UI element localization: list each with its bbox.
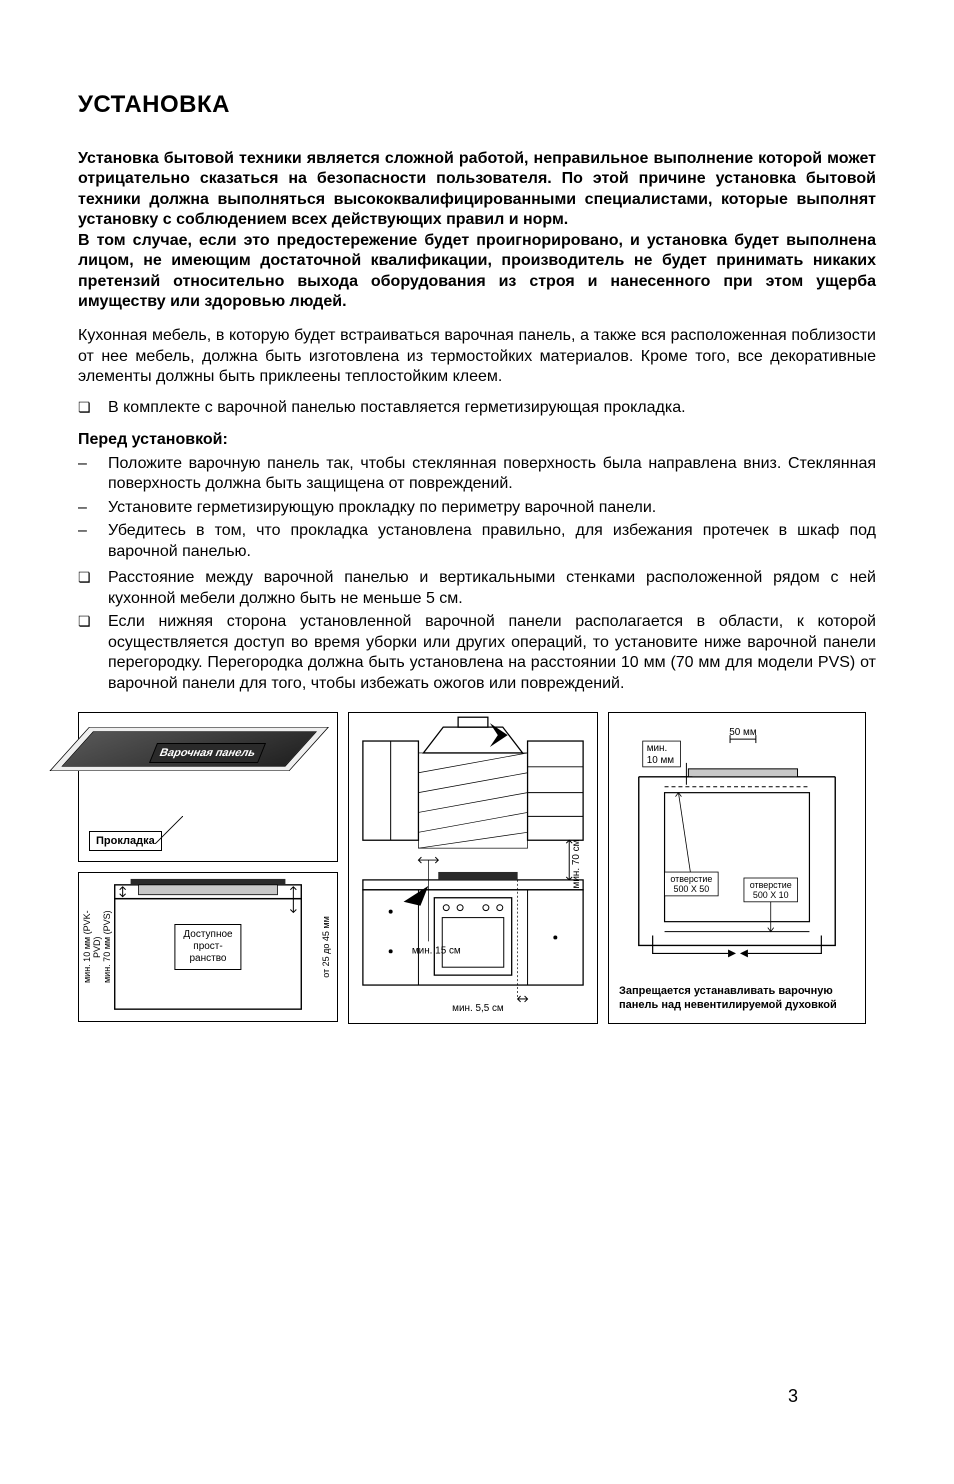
svg-text:мин.: мин. — [647, 743, 668, 754]
svg-text:10 мм: 10 мм — [647, 755, 675, 766]
svg-text:500 X 10: 500 X 10 — [753, 890, 789, 900]
label-min-15cm: мин. 15 см — [412, 945, 461, 956]
diagram-block: Варочная панель Прокладка — [78, 712, 876, 1024]
svg-text:50 мм: 50 мм — [729, 727, 757, 738]
page-number: 3 — [788, 1385, 798, 1408]
accessible-space-label: Доступное прост- ранство — [174, 924, 241, 970]
left-clearance-label: мин. 10 мм (PVK-PVD)мин. 70 мм (PVS) — [83, 910, 113, 984]
label-min-55cm: мин. 5,5 см — [452, 1003, 504, 1014]
diagram-clearance-side: мин. 10 мм (PVK-PVD)мин. 70 мм (PVS) Дос… — [78, 872, 338, 1022]
intro-para-2: В том случае, если это предостережение б… — [78, 231, 876, 313]
dash-item: Убедитесь в том, что прокладка установле… — [78, 521, 876, 562]
bullet-gasket: В комплекте с варочной панелью поставляе… — [78, 398, 876, 418]
gasket-label: Прокладка — [89, 831, 162, 851]
svg-text:отверстие: отверстие — [670, 874, 712, 884]
dash-list: Положите варочную панель так, чтобы стек… — [78, 454, 876, 562]
dash-item: Установите герметизирующую прокладку по … — [78, 498, 876, 518]
diagram-oven-section: 50 мм мин. 10 мм — [608, 712, 866, 1024]
svg-text:отверстие: отверстие — [750, 880, 792, 890]
svg-text:500 X 50: 500 X 50 — [673, 884, 709, 894]
diagram-hob-gasket: Варочная панель Прокладка — [78, 712, 338, 862]
intro-para-1: Установка бытовой техники является сложн… — [78, 149, 876, 231]
furniture-para: Кухонная мебель, в которую будет встраив… — [78, 326, 876, 387]
bullet-item: Если нижняя сторона установленной варочн… — [78, 612, 876, 694]
bullet-list-2: Расстояние между варочной панелью и верт… — [78, 568, 876, 694]
before-install-heading: Перед установкой: — [78, 430, 876, 450]
label-min-70cm: мин. 70 см — [571, 839, 582, 888]
dash-item: Положите варочную панель так, чтобы стек… — [78, 454, 876, 495]
bullet-list-1: В комплекте с варочной панелью поставляе… — [78, 398, 876, 418]
oven-warning-caption: Запрещается устанавливать варочную панел… — [609, 979, 865, 1023]
right-clearance-label: от 25 до 45 мм — [321, 916, 333, 978]
intro-block: Установка бытовой техники является сложн… — [78, 149, 876, 313]
diagram-kitchen-elevation: мин. 70 см мин. 15 см мин. 5,5 см — [348, 712, 598, 1024]
hob-label: Варочная панель — [149, 743, 266, 763]
bullet-item: Расстояние между варочной панелью и верт… — [78, 568, 876, 609]
page-title: УСТАНОВКА — [78, 90, 876, 121]
